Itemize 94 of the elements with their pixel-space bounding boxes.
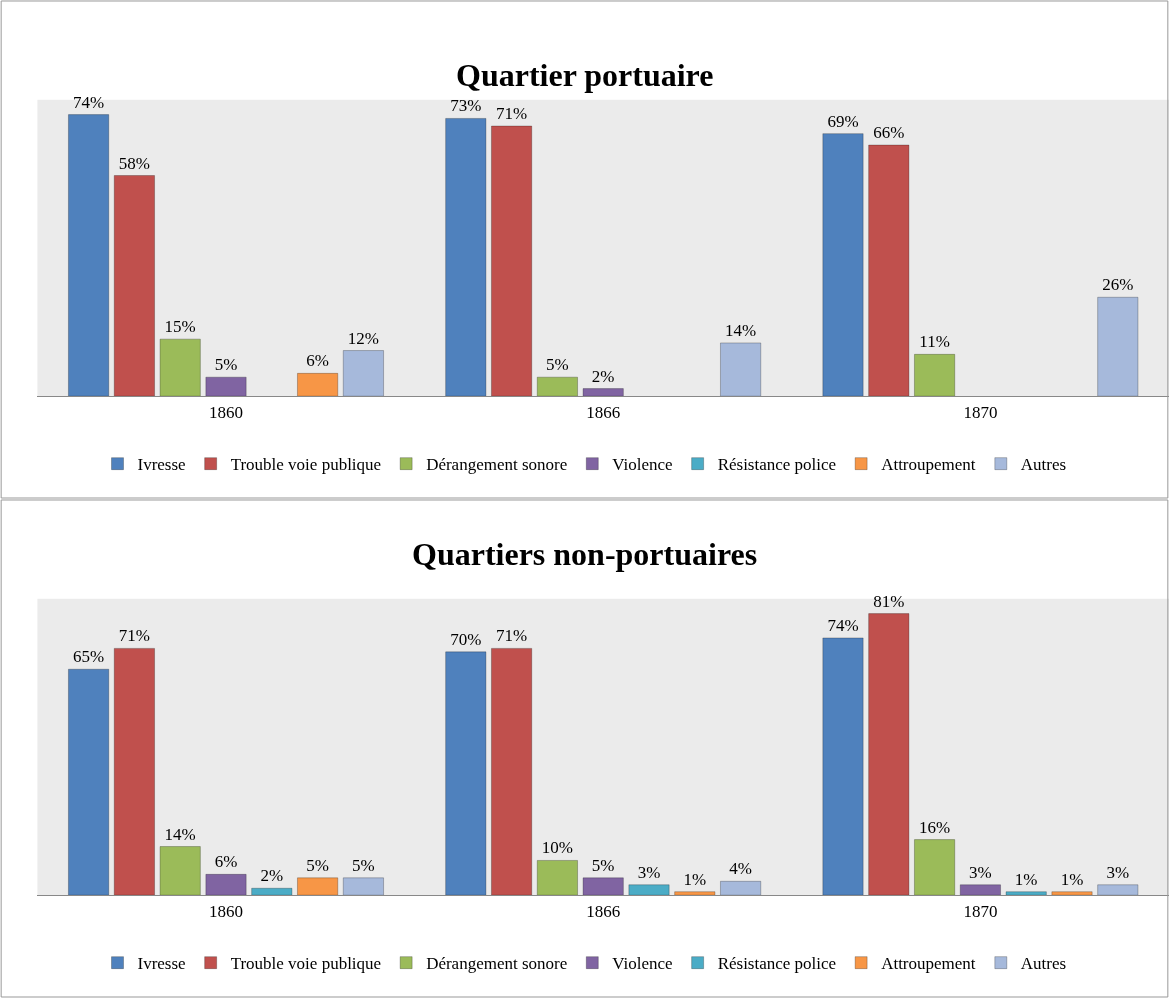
bar: [536, 859, 579, 896]
data-label: 74%: [827, 615, 859, 635]
x-tick-label: 1870: [963, 402, 998, 422]
bar: [822, 133, 864, 397]
data-label: 5%: [591, 855, 615, 875]
bar: [205, 376, 247, 397]
bar: [113, 175, 156, 397]
x-tick-label: 1860: [209, 901, 244, 921]
bar: [490, 647, 533, 896]
data-label: 71%: [118, 626, 150, 646]
data-label: 3%: [969, 862, 992, 882]
bar: [113, 647, 156, 896]
legend-label: Autres: [1020, 954, 1067, 974]
data-label: 81%: [873, 591, 905, 611]
data-label: 15%: [164, 317, 196, 337]
bar: [445, 117, 487, 397]
data-label: 12%: [347, 328, 379, 348]
bar: [67, 668, 110, 896]
bar: [1051, 891, 1093, 896]
bar: [822, 637, 864, 896]
bar: [159, 846, 201, 896]
data-label: 71%: [496, 104, 528, 124]
chart-title: Quartiers non-portuaires: [412, 536, 758, 572]
data-label: 6%: [214, 852, 238, 872]
x-tick-label: 1870: [963, 901, 998, 921]
data-label: 2%: [591, 366, 615, 386]
data-label: 1%: [1060, 869, 1084, 889]
bar: [1097, 884, 1139, 896]
legend-label: Résistance police: [717, 455, 837, 475]
data-label: 66%: [873, 123, 905, 143]
bar: [1097, 296, 1139, 397]
data-label: 5%: [352, 855, 375, 875]
data-label: 26%: [1102, 275, 1134, 295]
data-label: 10%: [541, 838, 573, 858]
bar: [868, 613, 910, 896]
bar: [296, 877, 339, 896]
bar: [342, 877, 385, 896]
bar: [582, 388, 624, 397]
data-label: 5%: [214, 355, 238, 375]
data-label: 5%: [306, 855, 329, 875]
data-label: 58%: [118, 153, 150, 173]
legend-label: Trouble voie publique: [230, 954, 382, 974]
bar: [719, 342, 762, 397]
chart-title: Quartier portuaire: [456, 57, 714, 93]
data-label: 65%: [73, 647, 105, 667]
data-label: 3%: [1106, 862, 1130, 882]
data-label: 2%: [260, 866, 284, 886]
x-tick-label: 1860: [209, 402, 244, 422]
data-label: 3%: [637, 862, 661, 882]
bar: [719, 880, 762, 896]
bar: [913, 839, 956, 896]
data-label: 11%: [919, 332, 950, 352]
data-label: 14%: [725, 320, 757, 340]
bar: [959, 884, 1002, 896]
bar: [205, 873, 247, 896]
bar: [342, 350, 385, 397]
data-label: 73%: [450, 96, 482, 116]
data-label: 16%: [919, 817, 951, 837]
bar: [674, 891, 716, 896]
bar: [536, 376, 579, 397]
x-tick-label: 1866: [586, 402, 621, 422]
legend-label: Trouble voie publique: [230, 455, 382, 475]
bar: [628, 884, 670, 896]
data-label: 5%: [546, 355, 569, 375]
legend-label: Violence: [612, 455, 673, 475]
bar: [490, 125, 533, 397]
data-label: 4%: [729, 859, 752, 879]
bar: [251, 887, 293, 896]
legend-label: Attroupement: [881, 455, 976, 475]
bar: [913, 353, 956, 397]
legend-label: Ivresse: [137, 954, 186, 974]
legend-label: Dérangement sonore: [426, 954, 568, 974]
legend-label: Ivresse: [137, 455, 186, 475]
data-label: 69%: [827, 111, 859, 131]
bar: [159, 338, 201, 397]
x-tick-label: 1866: [586, 901, 621, 921]
bar: [1005, 891, 1047, 896]
data-label: 14%: [164, 824, 196, 844]
bar: [67, 114, 110, 397]
data-label: 71%: [496, 626, 528, 646]
data-label: 1%: [1014, 869, 1038, 889]
bar: [868, 144, 910, 397]
bar: [445, 651, 487, 896]
legend-label: Dérangement sonore: [426, 455, 568, 475]
data-label: 1%: [683, 869, 707, 889]
data-label: 6%: [306, 351, 329, 371]
legend-label: Résistance police: [717, 954, 837, 974]
bar: [296, 372, 339, 397]
bar: [582, 877, 624, 896]
legend-label: Autres: [1020, 455, 1067, 475]
data-label: 74%: [73, 92, 105, 112]
data-label: 70%: [450, 629, 482, 649]
legend-label: Violence: [612, 954, 673, 974]
legend-label: Attroupement: [881, 954, 976, 974]
